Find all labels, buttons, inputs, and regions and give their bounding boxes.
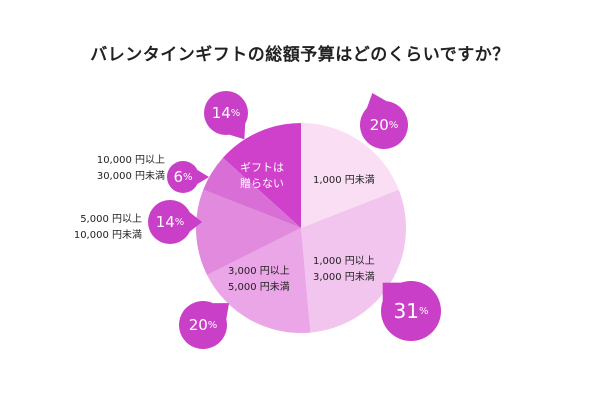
pie-slice — [301, 189, 406, 333]
value-bubble — [204, 91, 248, 135]
bubble-tail — [197, 170, 209, 184]
category-label: 1,000 円未満 — [313, 175, 375, 186]
value-label: 14% — [155, 213, 185, 231]
value-bubble — [360, 101, 408, 149]
category-label: 10,000 円以上 30,000 円未満 — [96, 155, 165, 182]
category-label: 5,000 円以上 10,000 円未満 — [73, 214, 142, 241]
category-label: ギフトは 贈らない — [240, 161, 284, 190]
value-label: 20% — [369, 116, 399, 134]
category-label: 3,000 円以上 5,000 円未満 — [228, 266, 290, 293]
pie-slice — [207, 228, 311, 334]
pie-slice — [203, 157, 301, 228]
pie-slice — [301, 123, 399, 228]
chart-title: バレンタインギフトの総額予算はどのくらいですか？ — [90, 45, 510, 65]
value-bubble — [167, 161, 199, 193]
pie-slice — [222, 123, 301, 228]
value-bubble — [179, 301, 227, 349]
value-label: 6% — [173, 168, 193, 186]
value-bubble — [148, 200, 192, 244]
value-label: 31% — [393, 299, 429, 323]
bubble-tail — [189, 212, 202, 232]
category-label: 1,000 円以上 3,000 円未満 — [313, 256, 375, 283]
value-label: 14% — [211, 104, 241, 122]
pie-slice — [196, 189, 301, 275]
value-bubble — [381, 281, 441, 341]
value-label: 20% — [188, 316, 218, 334]
